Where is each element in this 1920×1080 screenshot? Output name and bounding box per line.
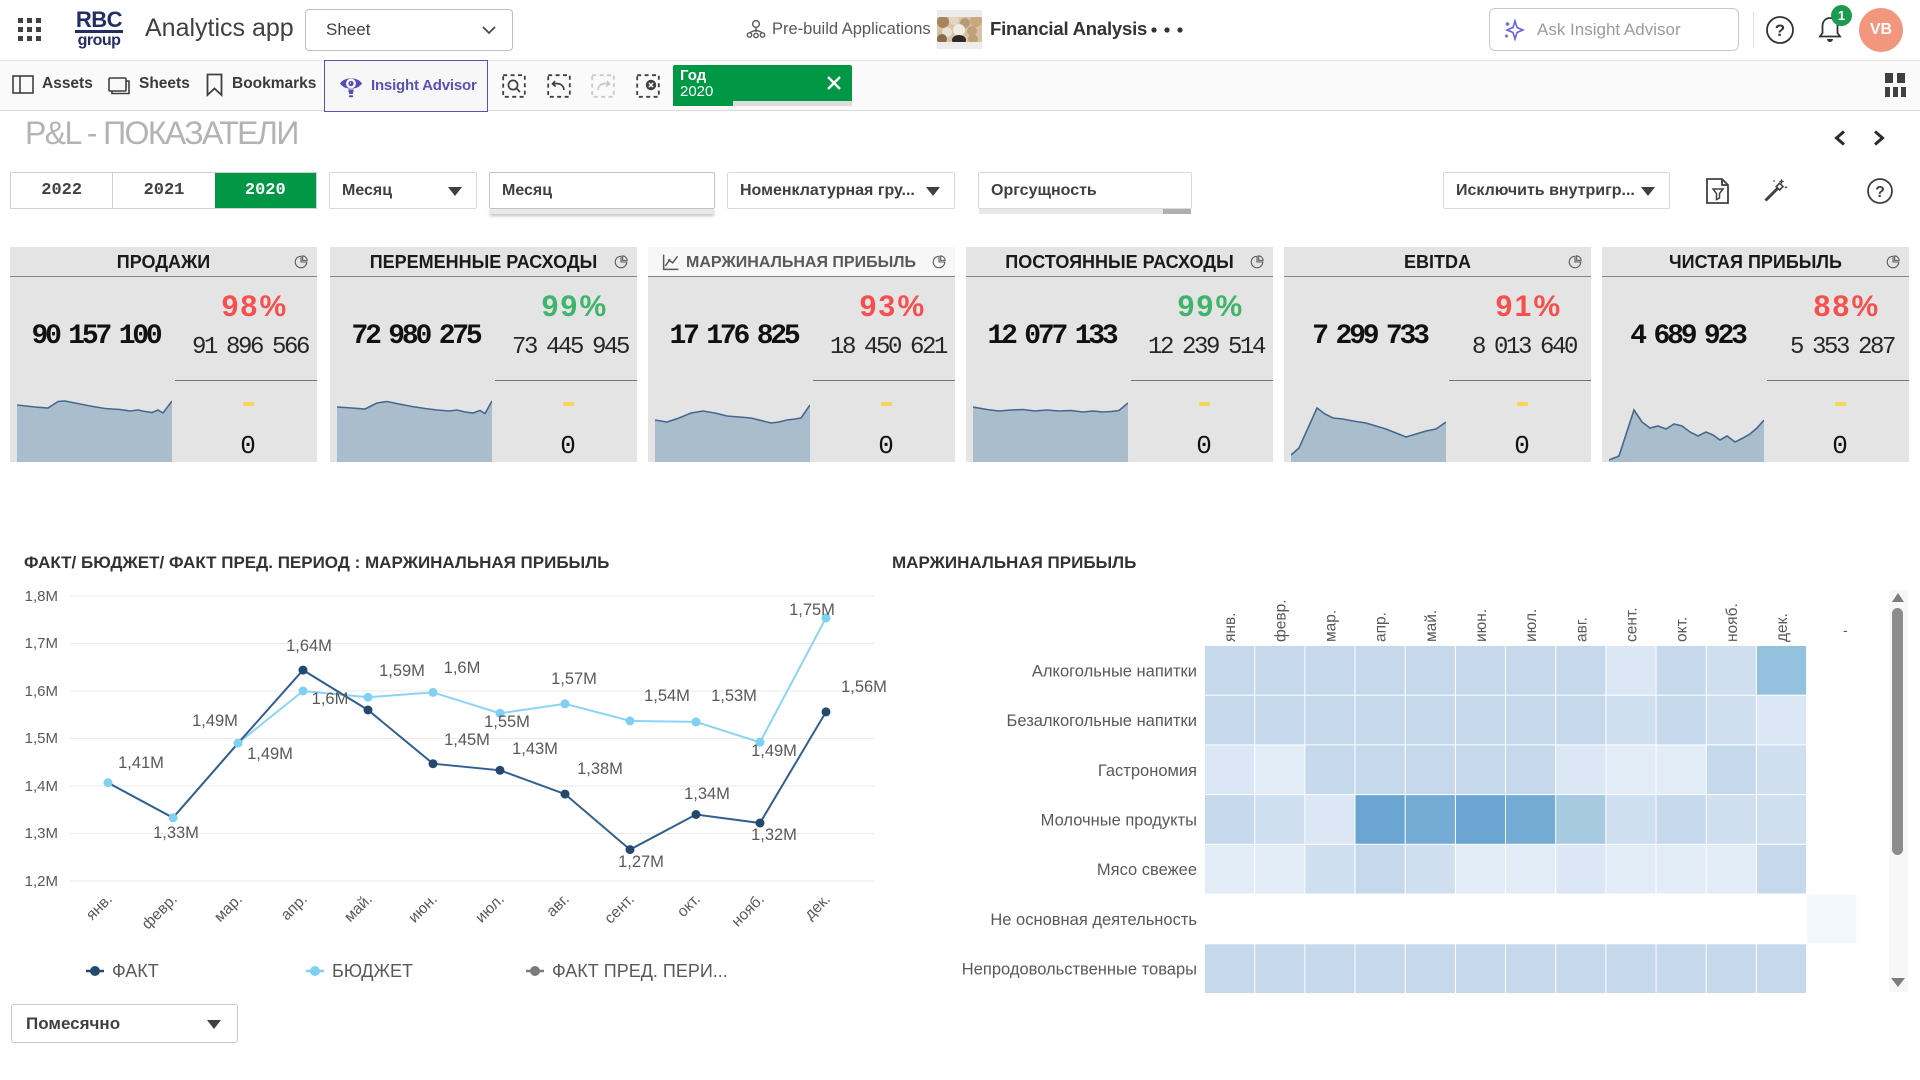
svg-text:1,3M: 1,3M [25,825,58,842]
svg-text:дек.: дек. [1774,613,1791,642]
svg-text:1,6M: 1,6M [25,683,58,700]
svg-text:июл.: июл. [1523,609,1540,642]
svg-text:окт.: окт. [1674,617,1691,642]
svg-text:1,6M: 1,6M [444,659,481,677]
svg-text:1,59M: 1,59M [379,662,425,680]
svg-text:Непродовольственные товары: Непродовольственные товары [962,961,1197,979]
svg-text:июн.: июн. [405,891,440,926]
svg-text:1,38M: 1,38M [577,760,623,778]
svg-text:сент.: сент. [1623,607,1640,642]
svg-text:1,55M: 1,55M [484,713,530,731]
svg-text:1,8M: 1,8M [25,588,58,605]
svg-text:1,75M: 1,75M [789,601,835,619]
svg-text:дек.: дек. [801,891,833,923]
svg-text:окт.: окт. [674,891,704,921]
svg-text:Молочные продукты: Молочные продукты [1041,812,1197,830]
svg-text:1,4M: 1,4M [25,778,58,795]
svg-text:1,49M: 1,49M [192,712,238,730]
svg-text:1,27M: 1,27M [618,853,664,871]
svg-text:авг.: авг. [543,891,573,921]
svg-text:июн.: июн. [1473,609,1490,642]
svg-text:апр.: апр. [1373,612,1390,642]
svg-text:1,49M: 1,49M [751,742,797,760]
svg-text:Гастрономия: Гастрономия [1098,762,1197,780]
svg-text:янв.: янв. [83,891,116,924]
svg-text:-: - [1843,622,1848,638]
svg-text:?: ? [1875,184,1885,201]
svg-text:1,53M: 1,53M [711,687,757,705]
svg-text:мар.: мар. [211,891,246,926]
svg-text:Алкогольные напитки: Алкогольные напитки [1032,662,1197,680]
svg-text:мар.: мар. [1322,610,1339,642]
svg-text:февр.: февр. [139,891,181,933]
svg-text:июл.: июл. [472,891,508,927]
svg-text:нояб.: нояб. [1724,603,1741,642]
svg-text:авг.: авг. [1573,617,1590,642]
svg-text:май.: май. [1423,610,1440,642]
svg-text:апр.: апр. [278,891,311,924]
svg-text:1,2M: 1,2M [25,873,58,890]
svg-text:1,41M: 1,41M [118,754,164,772]
svg-text:1,57M: 1,57M [551,670,597,688]
svg-text:Мясо свежее: Мясо свежее [1097,861,1197,879]
svg-text:1,54M: 1,54M [644,687,690,705]
svg-text:?: ? [1775,21,1785,40]
svg-text:Не основная деятельность: Не основная деятельность [990,911,1197,929]
svg-text:1,45M: 1,45M [444,731,490,749]
svg-text:Безалкогольные напитки: Безалкогольные напитки [1007,712,1197,730]
svg-text:1,7M: 1,7M [25,635,58,652]
svg-text:ФАКТ ПРЕД. ПЕРИ...: ФАКТ ПРЕД. ПЕРИ... [552,961,728,981]
svg-text:ФАКТ: ФАКТ [112,961,159,981]
svg-text:нояб.: нояб. [728,891,767,930]
svg-text:1,34M: 1,34M [684,785,730,803]
svg-text:1,5M: 1,5M [25,730,58,747]
svg-text:1,49M: 1,49M [247,745,293,763]
svg-text:янв.: янв. [1222,613,1239,643]
svg-text:1,6M: 1,6M [312,690,349,708]
svg-text:1,64M: 1,64M [286,637,332,655]
svg-text:1,33M: 1,33M [153,824,199,842]
svg-text:БЮДЖЕТ: БЮДЖЕТ [332,961,413,981]
svg-text:февр.: февр. [1272,599,1289,642]
svg-text:1,43M: 1,43M [512,740,558,758]
svg-text:май.: май. [341,891,376,926]
svg-text:1,56M: 1,56M [841,678,887,696]
svg-text:сент.: сент. [601,891,638,928]
svg-text:1,32M: 1,32M [751,826,797,844]
